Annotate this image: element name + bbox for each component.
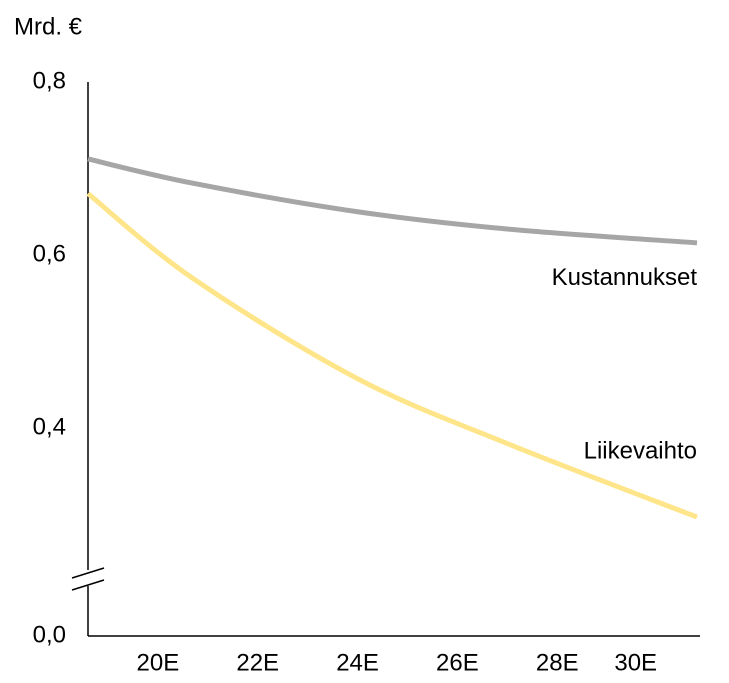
x-tick-label: 24E (336, 649, 379, 676)
y-axis-label: Mrd. € (14, 13, 83, 40)
y-tick-label: 0,0 (33, 621, 66, 648)
y-tick-label: 0,8 (33, 67, 66, 94)
series-line (87, 156, 698, 246)
y-tick-label: 0,6 (33, 240, 66, 267)
y-tick-label: 0,4 (33, 413, 66, 440)
series-label: Liikevaihto (584, 437, 697, 464)
x-tick-label: 26E (436, 649, 479, 676)
x-tick-label: 28E (536, 649, 579, 676)
series-line (86, 191, 698, 520)
x-tick-label: 22E (236, 649, 279, 676)
x-tick-label: 30E (614, 649, 657, 676)
axis-break-gap (76, 570, 100, 586)
axis-break (71, 567, 105, 591)
series-label: Kustannukset (552, 264, 698, 291)
axis-break-line (71, 567, 105, 579)
x-tick-label: 20E (137, 649, 180, 676)
axis-break-line (71, 579, 105, 591)
